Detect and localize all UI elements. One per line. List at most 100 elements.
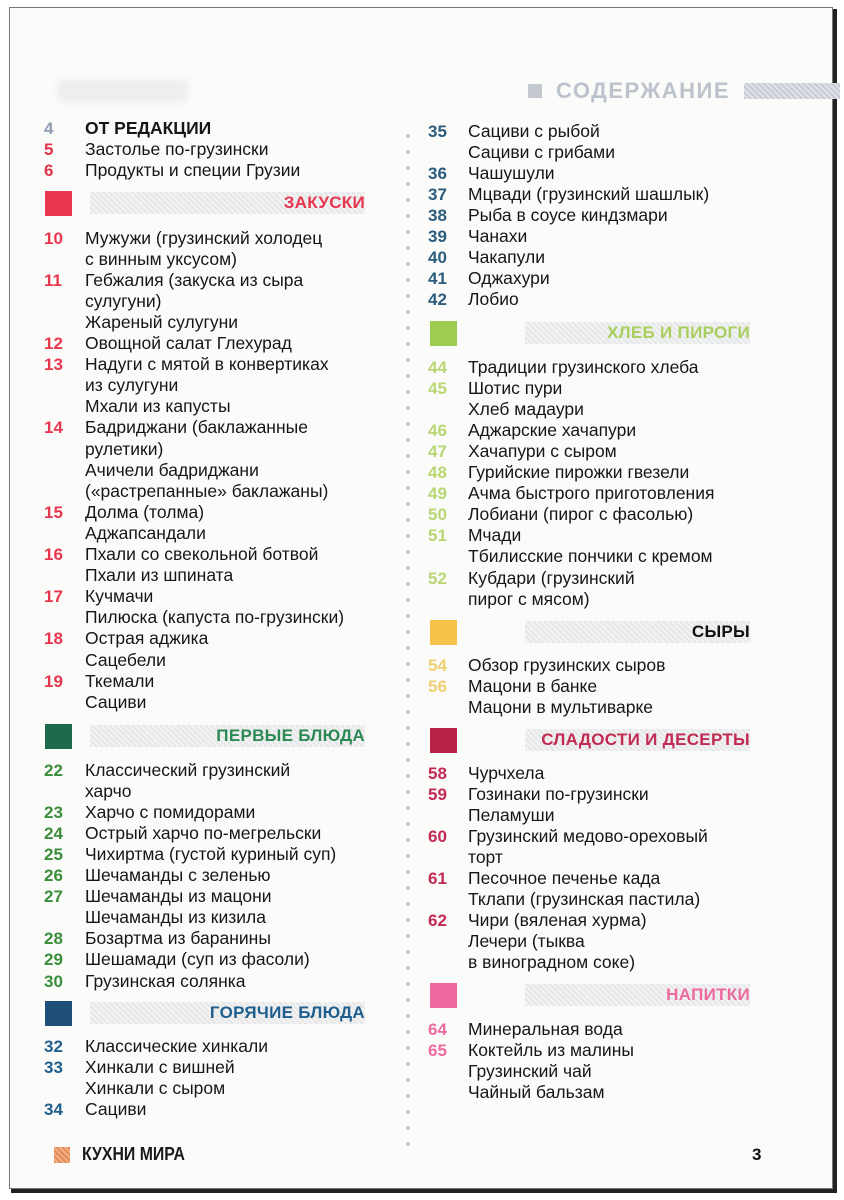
page-number-label: 40 — [428, 248, 447, 268]
page-number-label: 26 — [44, 866, 63, 885]
list-item: Рыба в соусе киндзмари — [468, 204, 668, 225]
list-item: Минеральная вода — [468, 1018, 623, 1039]
page-number-label: 64 — [428, 1019, 447, 1039]
list-item: Шечаманды с зеленью — [85, 865, 271, 885]
page-number-label: 56 — [428, 676, 447, 696]
list-item: Грузинский чай — [468, 1060, 592, 1081]
list-item: Аджарские хачапури — [468, 419, 637, 440]
list-item: в виноградном соке) — [468, 952, 636, 973]
section-color-square — [45, 723, 72, 749]
list-item: Мацони в банке — [468, 675, 598, 696]
page-number-label: 25 — [44, 844, 63, 864]
list-item: сулугуни) — [85, 290, 162, 311]
list-item: Традиции грузинского хлеба — [468, 356, 699, 377]
list-item: Грузинский медово-ореховый — [468, 825, 708, 846]
page-number-label: 22 — [44, 760, 63, 780]
list-item: Острый харчо по-мегрельски — [85, 822, 322, 843]
page-number-label: 60 — [428, 826, 447, 846]
list-item: Гозинаки по-грузински — [468, 783, 649, 804]
list-item: ОТ РЕДАКЦИИ — [85, 117, 212, 138]
magazine-name: КУХНИ МИРА — [82, 1144, 185, 1164]
list-item: Продукты и специи Грузии — [85, 159, 301, 180]
page-number-label: 45 — [428, 378, 447, 398]
list-item: Кучмачи — [85, 586, 154, 607]
list-item: Хлеб мадаури — [468, 398, 584, 419]
header-square-icon — [528, 84, 542, 98]
page-number-label: 16 — [44, 545, 63, 564]
page-number-label: 35 — [428, 121, 447, 141]
faded-header-left — [58, 80, 188, 102]
list-item: Лечери (тыква — [468, 931, 585, 952]
page-number: 3 — [752, 1145, 762, 1164]
page-number-label: 29 — [44, 950, 63, 970]
list-item: Ачма быстрого приготовления — [468, 483, 715, 504]
section-color-square — [430, 982, 457, 1008]
list-item: Лобио — [468, 289, 519, 310]
section-color-square — [430, 727, 457, 753]
list-item: Обзор грузинских сыров — [468, 654, 666, 675]
list-item: Чашушули — [468, 162, 555, 183]
section-color-square — [45, 1000, 72, 1026]
list-item: Харчо с помидорами — [85, 801, 256, 822]
page-number-label: 34 — [44, 1099, 63, 1119]
section-bar — [525, 322, 750, 344]
page-number-label: 39 — [428, 227, 447, 246]
list-item: Чурчхела — [468, 762, 545, 783]
list-item: Мхали из капусты — [85, 396, 231, 417]
list-item: Хинкали с сыром — [85, 1077, 226, 1098]
list-item: Ткемали — [85, 670, 155, 691]
list-item: Чакапули — [468, 247, 545, 268]
list-item: Классические хинкали — [85, 1035, 268, 1056]
page-number-label: 17 — [44, 587, 63, 607]
list-item: Чихиртма (густой куриный суп) — [85, 843, 337, 864]
list-item: Долма (толма) — [85, 501, 205, 522]
page-number-label: 65 — [428, 1040, 447, 1060]
section-heading: ХЛЕБ И ПИРОГИ — [606, 323, 750, 342]
page-number-label: 48 — [428, 463, 447, 482]
list-item: Бозартма из баранины — [85, 928, 271, 949]
page-number-label: 36 — [428, 163, 447, 183]
list-item: с винным уксусом) — [85, 248, 237, 269]
section-color-square — [430, 619, 457, 645]
list-item: Овощной салат Глехурад — [85, 333, 292, 353]
list-item: Оджахури — [468, 268, 550, 289]
header-tail-bar — [744, 83, 840, 99]
list-item: Шечаманды из кизила — [85, 907, 266, 928]
section-bar — [90, 192, 365, 214]
column-divider — [405, 128, 411, 1148]
page-number-label: 27 — [44, 887, 63, 907]
list-item: Шешамади (суп из фасоли) — [85, 949, 310, 970]
list-item: Классический грузинский — [85, 759, 291, 780]
page-number-label: 10 — [44, 228, 63, 248]
page-number-label: 28 — [44, 929, 63, 949]
list-item: Ачичели бадриджани — [85, 459, 259, 480]
list-item: из сулугуни — [85, 375, 179, 396]
contents-header: СОДЕРЖАНИЕ — [528, 78, 840, 103]
list-item: Шотис пури — [468, 377, 563, 398]
page-number-label: 4 — [44, 118, 54, 138]
page-number-label: 33 — [44, 1057, 63, 1077]
list-item: Пхали из шпината — [85, 565, 234, 586]
section-color-square — [430, 320, 457, 346]
page-number-label: 41 — [428, 269, 447, 289]
section-bar — [525, 729, 750, 751]
list-item: Сацебели — [85, 649, 166, 670]
list-item: Пилюска (капуста по-грузински) — [85, 607, 345, 628]
section-bar — [90, 725, 365, 747]
page-number-label: 51 — [428, 526, 447, 546]
list-item: Жареный сулугуни — [85, 311, 239, 332]
list-item: Сациви — [85, 1098, 147, 1119]
page-number-label: 59 — [428, 784, 447, 804]
magazine-page: СОДЕРЖАНИЕ 4 ОТ РЕДАКЦИИ 5 Застолье по-груз… — [10, 8, 840, 1188]
list-item: Острая аджика — [85, 628, 209, 649]
page-number-label: 5 — [44, 139, 54, 159]
section-heading: НАПИТКИ — [666, 985, 750, 1004]
list-item: Хинкали с вишней — [85, 1056, 235, 1077]
list-item: Аджапсандали — [85, 522, 206, 543]
page-number-label: 47 — [428, 441, 447, 461]
list-item: Пхали со свекольной ботвой — [85, 544, 319, 564]
contents-title: СОДЕРЖАНИЕ — [556, 78, 731, 103]
section-heading: ПЕРВЫЕ БЛЮДА — [216, 726, 365, 745]
page-number-label: 24 — [44, 823, 63, 843]
list-item: Хачапури с сыром — [468, 440, 617, 461]
